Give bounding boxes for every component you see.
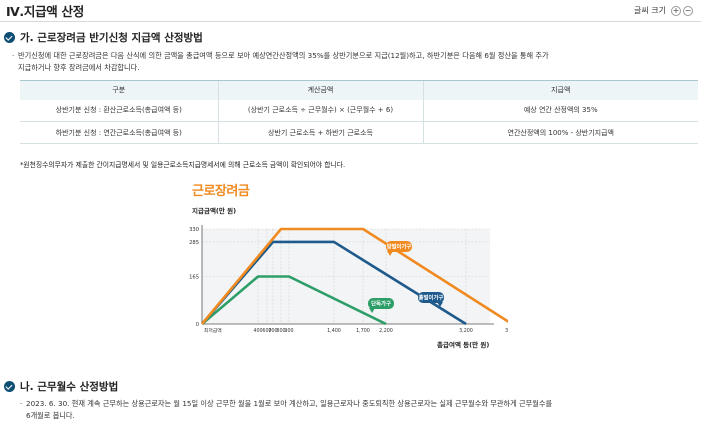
table-cell: (상반기 근로소득 ÷ 근무월수) × (근무월수 + 6): [217, 99, 423, 122]
section-a-desc-line1: 반기신청에 대한 근로장려금은 다음 산식에 의한 금액을 총급여액 등으로 보…: [18, 51, 549, 60]
page-header: Ⅳ.지급액 산정 글씨 크기 + −: [0, 0, 701, 22]
x-tick-label: 600: [262, 328, 271, 334]
table-header: 계산금액: [217, 80, 423, 100]
x-tick-label: 700: [268, 328, 277, 334]
x-tick-label: 최저급액: [204, 327, 222, 334]
bullet-dot: ·: [20, 399, 23, 408]
check-circle-icon: [4, 32, 15, 43]
table-cell: 상반기 근로소득 + 하반기 근로소득: [217, 121, 423, 144]
series-label-bubble: [386, 241, 412, 252]
series-line-3: [201, 227, 508, 325]
series-label-tail: [437, 302, 443, 307]
section-a-heading: 가. 근로장려금 반기신청 지급액 산정방법: [4, 30, 203, 45]
section-b-title: 나. 근무월수 산정방법: [20, 381, 119, 393]
series-label-tail: [387, 251, 393, 256]
chart-title: 근로장려금: [192, 184, 250, 199]
series-label: 홑벌이가구: [419, 294, 444, 302]
section-a-desc-line2: 지급하거나 향후 장려금에서 차감합니다.: [18, 62, 140, 72]
font-size-control: 글씨 크기 + −: [634, 5, 693, 16]
table-cell: 상반기분 신청 : 환산근로소득(총급여액 등): [20, 99, 218, 122]
x-tick-label: 1,700: [356, 328, 370, 334]
section-b-description: · 2023. 6. 30. 현재 계속 근무하는 상용근로자는 월 15일 이…: [20, 398, 686, 421]
table-row: 하반기분 신청 : 연간근로소득(총급여액 등) 상반기 근로소득 + 하반기 …: [20, 121, 698, 144]
x-tick-label: 2,200: [379, 328, 393, 334]
page-title: Ⅳ.지급액 산정: [6, 4, 84, 19]
x-tick-label: 400: [253, 328, 262, 334]
font-increase-button[interactable]: +: [671, 5, 681, 16]
y-tick-label: 330: [189, 227, 199, 233]
series-label: 맞벌이가구: [387, 243, 412, 251]
check-circle-icon: [4, 381, 15, 392]
series-line-1: [201, 275, 387, 326]
section-a-title: 가. 근로장려금 반기신청 지급액 산정방법: [20, 32, 203, 44]
y-tick-label: 0: [196, 322, 199, 328]
y-tick-label: 285: [189, 240, 199, 246]
series-label-bubble: [418, 292, 444, 303]
x-tick-label: 1,400: [327, 328, 341, 334]
series-label-bubble: [368, 298, 394, 309]
section-b-desc-line2: 6개월로 봅니다.: [26, 410, 75, 420]
calculation-table: 구분 계산금액 지급액 상반기분 신청 : 환산근로소득(총급여액 등) (상반…: [20, 80, 698, 144]
y-tick-label: 165: [189, 275, 199, 281]
x-axis-title: 총급여액 등(만 원): [437, 341, 490, 349]
section-b-desc-line1: 2023. 6. 30. 현재 계속 근무하는 상용근로자는 월 15일 이상 …: [26, 399, 553, 408]
table-cell: 예상 연간 산정액의 35%: [422, 99, 698, 122]
y-axis-title: 지급금액(만 원): [192, 207, 237, 215]
font-decrease-button[interactable]: −: [683, 5, 693, 16]
bullet-dot: ·: [12, 51, 15, 60]
x-tick-label: 3,200: [459, 328, 473, 334]
table-header: 지급액: [422, 80, 698, 100]
x-tick-label: 900: [284, 328, 293, 334]
series-label: 단독가구: [371, 300, 391, 308]
table-header: 구분: [20, 80, 218, 100]
table-cell: 하반기분 신청 : 연간근로소득(총급여액 등): [20, 121, 218, 144]
source-note: *원천징수의무자가 제출한 간이지급명세서 및 일용근로소득지급명세서에 의해 …: [20, 161, 346, 169]
table-header-row: 구분 계산금액 지급액: [20, 80, 698, 100]
x-tick-label: 800: [276, 328, 285, 334]
section-b-heading: 나. 근무월수 산정방법: [4, 379, 118, 394]
x-tick-label: 3,800: [505, 328, 508, 334]
table-row: 상반기분 신청 : 환산근로소득(총급여액 등) (상반기 근로소득 ÷ 근무월…: [20, 99, 698, 122]
table-cell: 연간산정액의 100% - 상반기지급액: [422, 121, 698, 144]
section-a-description: · 반기신청에 대한 근로장려금은 다음 산식에 의한 금액을 총급여액 등으로…: [12, 50, 693, 73]
incentive-chart: 근로장려금 지급금액(만 원) 총급여액 등(만 원) 0 165 285 330 최저…: [178, 178, 508, 353]
font-size-label: 글씨 크기: [634, 6, 666, 15]
series-label-tail: [369, 308, 375, 313]
